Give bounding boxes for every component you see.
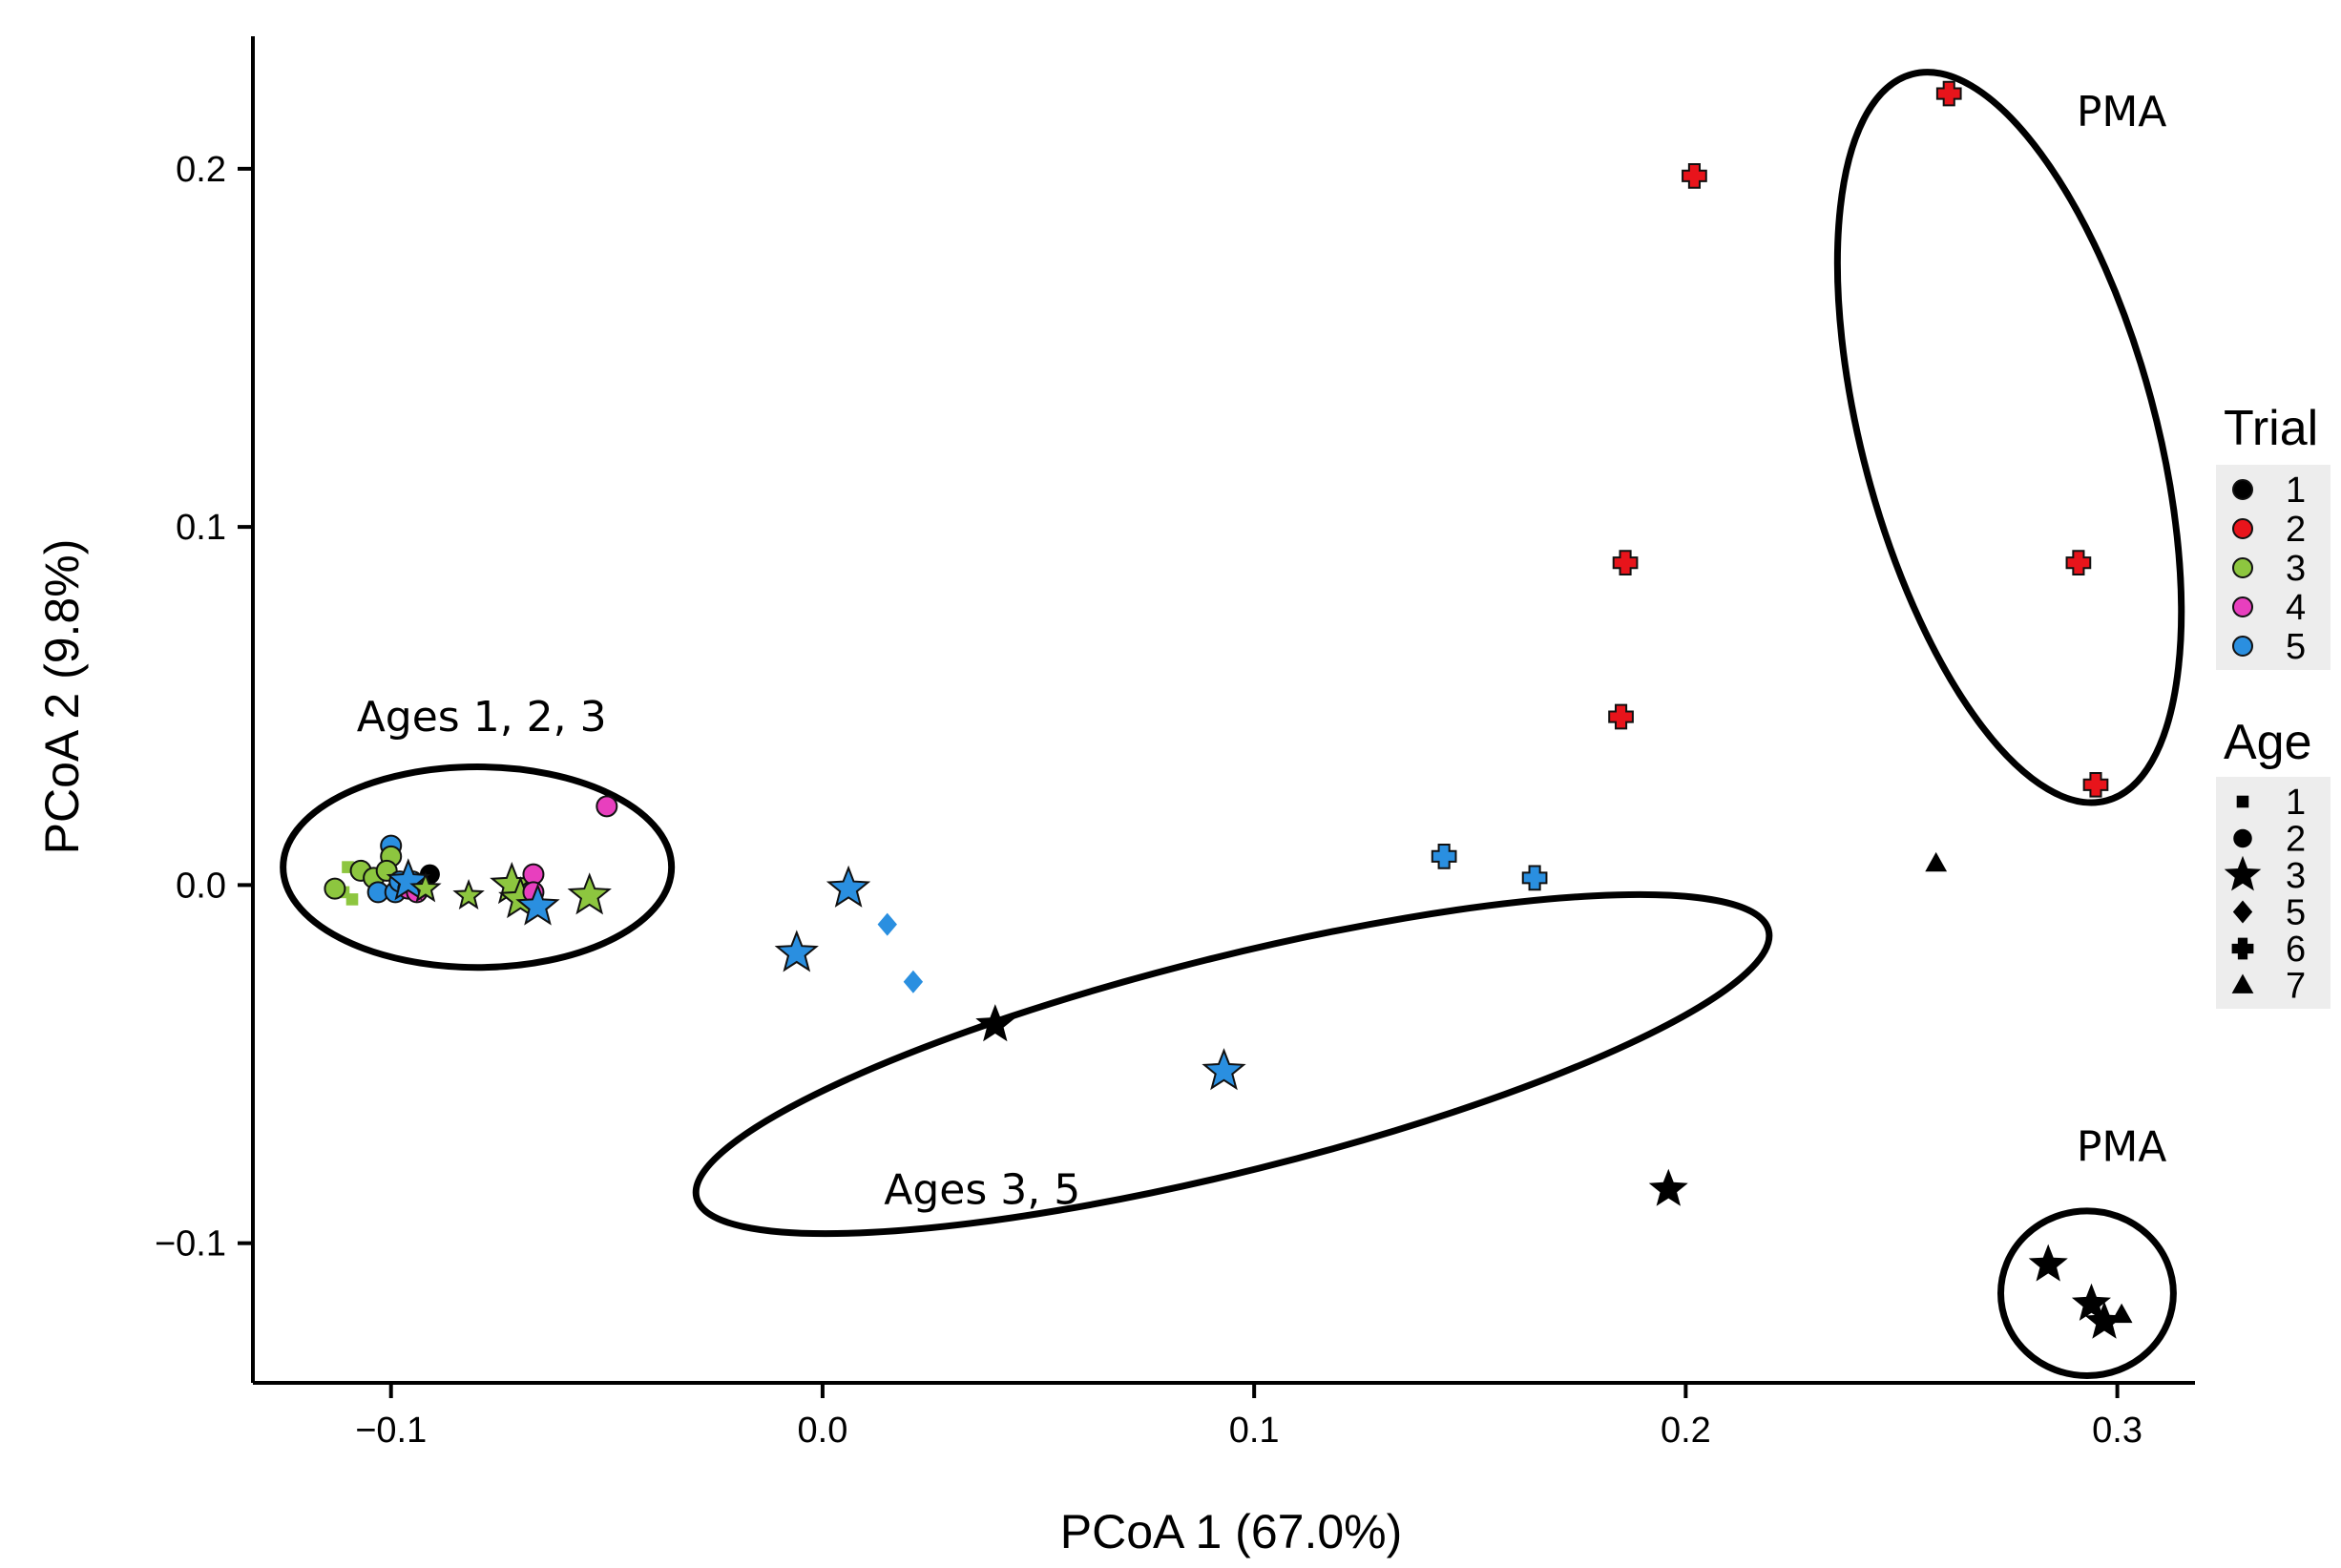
annotations: PMA Ages 1, 2, 3 Ages 3, 5 PMA xyxy=(357,88,2167,1215)
legend-trial-swatch xyxy=(2232,596,2253,617)
data-point-star xyxy=(2071,1283,2111,1321)
cluster-ellipses xyxy=(280,69,2185,1379)
data-point-star xyxy=(1202,1048,1246,1091)
legend-trial-label: 3 xyxy=(2286,549,2306,589)
x-tick-label: 0.1 xyxy=(1229,1411,1280,1451)
data-point-star xyxy=(975,1004,1015,1042)
data-point-cross xyxy=(1608,703,1634,730)
cluster-ellipse xyxy=(1997,1207,2177,1379)
data-point-star xyxy=(452,879,485,909)
y-tick-label: 0.2 xyxy=(176,150,226,190)
legend-age-label: 6 xyxy=(2286,930,2306,970)
data-point-diamond xyxy=(877,912,897,936)
legend-trial-label: 2 xyxy=(2286,510,2306,550)
cluster-ellipse xyxy=(1833,69,2185,806)
legend-trial-title: Trial xyxy=(2224,401,2318,456)
legend-age-swatch-circle xyxy=(2233,828,2252,848)
annotation-label: Ages 1, 2, 3 xyxy=(357,693,607,742)
legend-trial-swatch xyxy=(2232,479,2253,500)
x-axis-title: PCoA 1 (67.0%) xyxy=(1060,1505,1403,1558)
x-tick-label: −0.1 xyxy=(355,1411,427,1451)
legend-trial-swatch xyxy=(2232,557,2253,578)
legend-age-swatch-square xyxy=(2236,795,2249,808)
legend-age-label: 7 xyxy=(2286,967,2306,1007)
data-point-cross xyxy=(1935,80,1962,107)
x-tick-label: 0.3 xyxy=(2092,1411,2142,1451)
legend-trial-label: 4 xyxy=(2286,588,2306,628)
legend-age-label: 3 xyxy=(2286,856,2306,896)
y-tick-label: 0.1 xyxy=(176,508,226,548)
legend-age-background xyxy=(2216,777,2331,1009)
annotation-label: PMA xyxy=(2077,88,2167,136)
axes xyxy=(251,36,2195,1385)
data-point-circle xyxy=(324,877,346,900)
legend-age-swatch-star xyxy=(2224,855,2262,891)
data-point-star xyxy=(2028,1244,2068,1282)
data-point-square xyxy=(345,893,359,906)
data-point-cross xyxy=(1682,163,1707,189)
data-point-cross xyxy=(1431,844,1457,869)
annotation-label: PMA xyxy=(2077,1122,2167,1171)
legend-age-swatch-cross xyxy=(2231,937,2254,960)
data-point-triangle xyxy=(2110,1303,2133,1324)
data-point-star xyxy=(826,865,871,908)
data-point-star xyxy=(774,930,819,972)
data-point-cross xyxy=(2065,550,2092,575)
legend-age-swatch-diamond xyxy=(2232,900,2253,924)
y-axis-title: PCoA 2 (9.8%) xyxy=(35,539,89,855)
data-point-diamond xyxy=(903,970,924,993)
legend-trial-swatch xyxy=(2232,518,2253,539)
data-point-star xyxy=(515,883,560,926)
cluster-ellipse xyxy=(692,890,1773,1238)
y-tick-label: −0.1 xyxy=(155,1224,226,1265)
data-point-circle xyxy=(596,795,618,818)
annotation-label: Ages 3, 5 xyxy=(884,1165,1080,1214)
data-point-cross xyxy=(1612,550,1639,575)
data-point-star xyxy=(409,871,442,903)
data-point-cross xyxy=(1521,865,1548,891)
legend-age-label: 1 xyxy=(2286,783,2306,823)
data-point-star xyxy=(567,872,612,915)
legend-trial-label: 1 xyxy=(2286,470,2306,511)
y-axis-ticks: −0.1 0.0 0.1 0.2 xyxy=(155,150,253,1265)
cluster-ellipse xyxy=(280,763,676,972)
legend-trial-swatch xyxy=(2232,636,2253,657)
legend-age-label: 5 xyxy=(2286,893,2306,933)
data-points xyxy=(324,80,2133,1339)
x-axis-ticks: −0.1 0.0 0.1 0.2 0.3 xyxy=(355,1383,2142,1451)
x-tick-label: 0.0 xyxy=(798,1411,848,1451)
data-point-star xyxy=(1648,1168,1688,1206)
legend-age-label: 2 xyxy=(2286,820,2306,860)
data-point-triangle xyxy=(1925,851,1948,872)
legend-age-title: Age xyxy=(2224,715,2312,770)
legend-age-swatch-triangle xyxy=(2231,973,2254,993)
y-tick-label: 0.0 xyxy=(176,866,226,906)
x-tick-label: 0.2 xyxy=(1661,1411,1711,1451)
data-point-cross xyxy=(2082,771,2109,798)
data-point-star xyxy=(386,858,430,901)
legend-trial-label: 5 xyxy=(2286,627,2306,667)
data-point-star xyxy=(2084,1301,2124,1339)
